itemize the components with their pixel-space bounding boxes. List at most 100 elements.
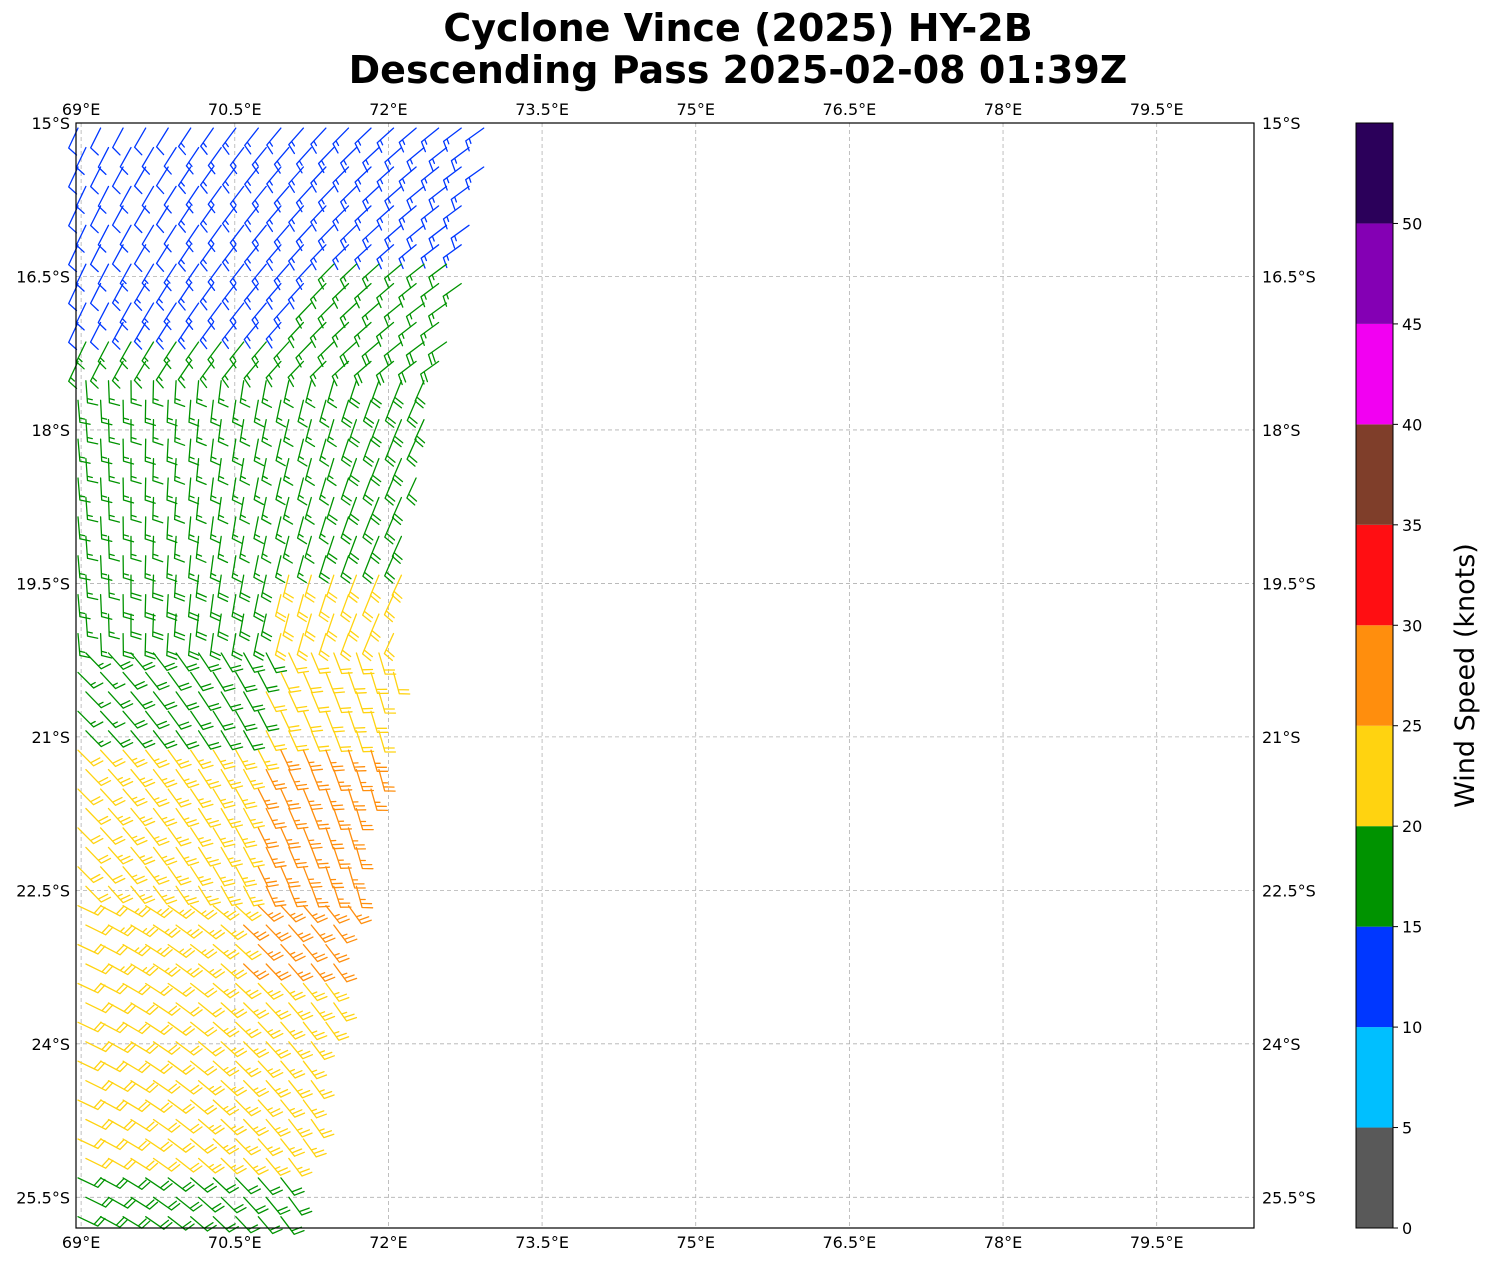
wind-barb [235,1099,262,1117]
wind-barb [253,477,265,506]
wind-barb [212,1099,240,1116]
wind-barb [420,244,440,269]
wind-barb [428,146,448,172]
wind-barb [280,1177,305,1196]
colorbar-bin [1356,524,1393,626]
wind-barb [355,807,374,831]
wind-barb [273,185,290,213]
lat-tick-label-right: 19.5°S [1262,574,1316,593]
lat-tick-label-right: 18°S [1262,421,1301,440]
wind-barb [197,730,222,750]
wind-barb [107,730,134,748]
wind-barb [288,1118,313,1138]
wind-barb [442,244,462,269]
lon-tick-label-bottom: 70.5°E [208,1233,262,1252]
wind-barb [188,516,200,544]
lon-tick-label-top: 79.5°E [1130,100,1184,119]
wind-barb [177,360,192,389]
wind-barb [266,127,282,155]
wind-barb [133,205,147,234]
wind-barb [325,788,345,811]
chart-title-line1: Cyclone Vince (2025) HY-2B [443,6,1033,50]
wind-barb [209,516,221,544]
wind-barb [244,166,259,194]
colorbar-bin [1356,223,1393,324]
colorbar-bin [1356,323,1393,425]
wind-barb [283,419,294,447]
wind-barb [428,302,448,327]
wind-barb [361,263,380,289]
wind-barb [152,768,178,788]
wind-barb [327,380,338,409]
wind-barb [175,846,200,867]
wind-barb [265,730,288,752]
wind-barb [217,613,229,641]
colorbar-tick-label: 20 [1402,817,1422,836]
wind-barb [190,1177,217,1193]
wind-barb [197,1041,225,1057]
wind-barb [347,574,360,603]
wind-barb [333,730,353,753]
wind-barb [212,1021,240,1038]
wind-barb [243,282,259,310]
wind-barb [221,321,237,350]
wind-barb [166,555,178,582]
wind-barb [152,807,178,827]
wind-barb [85,1196,114,1208]
wind-barb [235,905,262,922]
wind-barb [209,477,221,505]
wind-barb [167,1177,195,1192]
wind-barb [326,496,338,525]
wind-barb [175,924,203,939]
wind-barb [317,341,335,368]
lon-tick-label-top: 73.5°E [515,100,569,119]
wind-barb [398,244,417,270]
wind-barb [188,438,200,466]
wind-barb [152,652,178,672]
wind-barb [145,671,170,691]
wind-barb [318,516,329,545]
wind-barb [212,943,240,960]
wind-barb [212,1177,239,1194]
wind-barb [221,282,237,311]
wind-barb [326,457,337,487]
wind-barb [406,477,418,506]
wind-barb [207,302,222,330]
wind-barb [175,1002,203,1017]
wind-barb [251,224,267,252]
wind-barb [340,594,352,623]
wind-barb [220,691,244,712]
wind-barb [212,788,236,809]
wind-barb [77,1215,106,1227]
wind-barb [253,632,265,661]
wind-barb [185,146,200,175]
wind-barb [406,263,425,289]
wind-barb [325,1021,350,1041]
wind-barb [133,282,147,311]
wind-barb [273,224,290,252]
wind-barb [197,807,222,828]
longitude-labels: 69°E 69°E 70.5°E 70.5°E 72°E 72°E 73.5°E 73.5°E… [62,100,1184,1252]
wind-barb [384,399,396,428]
lon-tick-label-top: 76.5°E [823,100,877,119]
lon-tick-label-top: 78°E [984,100,1022,119]
wind-barb [288,166,305,193]
wind-barb [340,185,358,212]
colorbar-tick-label: 40 [1402,415,1422,434]
wind-barb [99,477,113,504]
wind-barb [231,555,243,583]
wind-barb [450,185,470,210]
wind-barb [406,399,418,428]
wind-barb [251,341,267,369]
wind-barb [392,419,404,448]
wind-barb [177,205,192,233]
chart-title-line2: Descending Pass 2025-02-08 01:39Z [348,48,1128,92]
wind-barb [77,943,106,955]
wind-barb [133,166,147,195]
wind-barb [130,613,142,640]
wind-barb [77,477,91,503]
wind-barb [239,613,251,642]
wind-barb [141,302,155,331]
wind-barb [111,244,124,273]
wind-barb [288,1041,314,1060]
